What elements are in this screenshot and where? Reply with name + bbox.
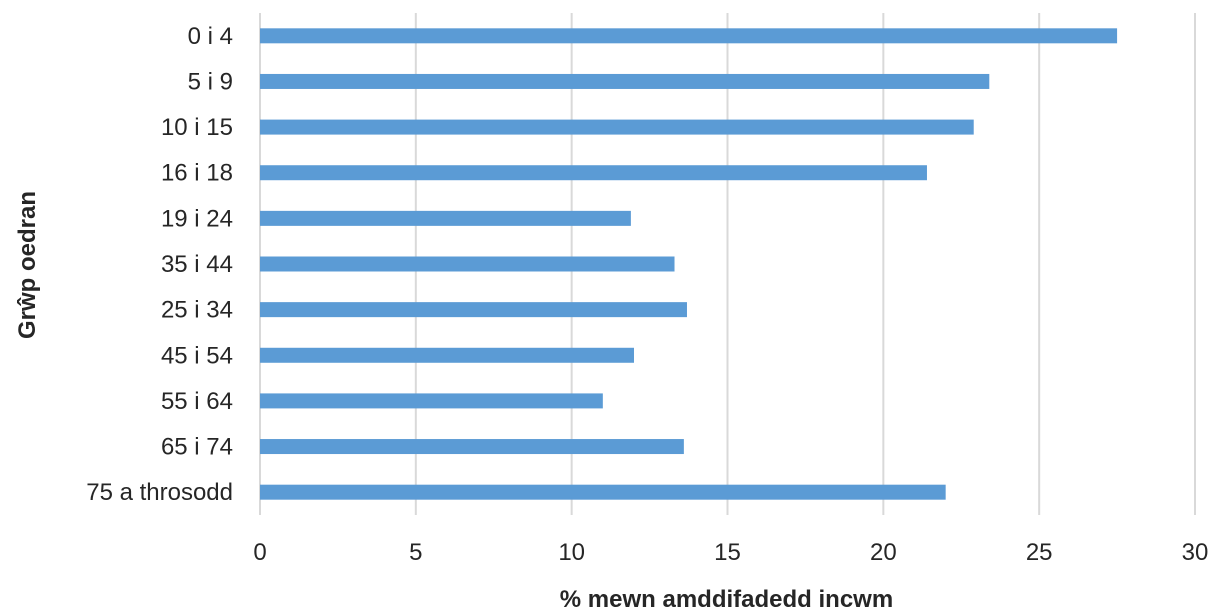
bar	[260, 347, 634, 363]
category-label: 16 i 18	[161, 160, 233, 187]
bar	[260, 302, 687, 318]
x-tick-label: 15	[714, 539, 741, 566]
y-axis-title: Grŵp oedran	[14, 191, 41, 339]
x-axis-title: % mewn amddifadedd incwm	[560, 586, 893, 613]
x-tick-label: 30	[1182, 539, 1209, 566]
category-label: 75 a throsodd	[86, 479, 233, 506]
category-label: 65 i 74	[161, 434, 233, 461]
category-label: 25 i 34	[161, 297, 233, 324]
x-tick-labels: 0 5 10 15 20 25 30	[253, 539, 1208, 566]
category-label: 45 i 54	[161, 342, 233, 369]
bars	[260, 28, 1118, 500]
x-tick-label: 20	[870, 539, 897, 566]
category-label: 35 i 44	[161, 251, 233, 278]
category-labels: 0 i 4 5 i 9 10 i 15 16 i 18 19 i 24 35 i 44 25…	[86, 23, 233, 506]
category-label: 19 i 24	[161, 205, 233, 232]
bar	[260, 73, 990, 89]
bar	[260, 119, 974, 135]
category-label: 55 i 64	[161, 388, 233, 415]
x-tick-label: 5	[409, 539, 422, 566]
bar	[260, 165, 927, 181]
category-label: 5 i 9	[188, 68, 233, 95]
bar	[260, 393, 603, 409]
bar	[260, 210, 631, 226]
x-tick-label: 0	[253, 539, 266, 566]
bar	[260, 439, 684, 455]
x-tick-label: 25	[1026, 539, 1053, 566]
bar	[260, 28, 1118, 44]
bar	[260, 484, 946, 500]
bar	[260, 256, 675, 272]
category-label: 0 i 4	[188, 23, 233, 50]
category-label: 10 i 15	[161, 114, 233, 141]
x-tick-label: 10	[558, 539, 585, 566]
